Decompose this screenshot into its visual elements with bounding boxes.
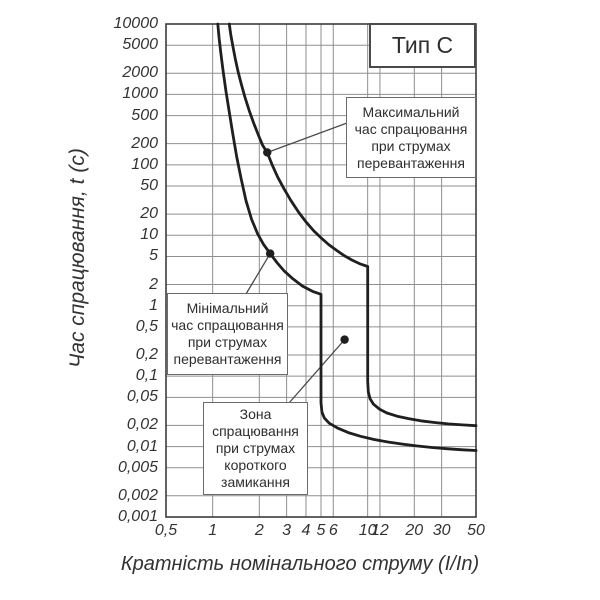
y-tick-label: 1000 — [122, 85, 158, 103]
short-circuit-zone-note: Зона спрацювання при струмах короткого замик… — [203, 402, 308, 495]
note-line: короткого — [224, 457, 287, 473]
min-trip-curve — [216, 22, 478, 452]
y-tick-label: 100 — [131, 155, 158, 173]
x-tick-label: 6 — [328, 522, 338, 539]
y-tick-label: 1 — [149, 296, 158, 314]
note-line: при струмах — [187, 334, 268, 350]
y-tick-label: 0,01 — [126, 437, 158, 455]
x-tick-label: 12 — [371, 522, 389, 539]
y-tick-label: 0,001 — [117, 508, 158, 525]
note-line: час спрацювання — [354, 120, 468, 137]
note-line: Зона — [239, 406, 272, 422]
note-line: Максимальний — [362, 103, 460, 120]
y-tick-label: 0,5 — [135, 317, 158, 335]
note-line: Мінімальний — [186, 300, 269, 316]
note-line: при струмах — [215, 440, 296, 456]
note-line: замикання — [221, 474, 290, 490]
type-c-label-box: Тип С — [369, 23, 476, 68]
note-line: час спрацювання — [171, 317, 284, 333]
min-trip-time-note: Мінімальний час спрацювання при струмах пер… — [167, 293, 288, 375]
min-note-callout-line — [245, 253, 271, 295]
max-note-callout-line — [267, 122, 348, 154]
max-trip-time-note: Максимальний час спрацювання при струмах пе… — [346, 97, 476, 178]
type-c-label: Тип С — [391, 32, 454, 58]
x-tick-label: 3 — [282, 522, 292, 539]
x-tick-label: 1 — [208, 522, 218, 539]
y-tick-label: 2 — [149, 275, 158, 293]
x-tick-label: 30 — [432, 522, 451, 539]
x-tick-label: 10 — [358, 522, 377, 539]
y-tick-label: 0,02 — [126, 416, 158, 434]
zone-note-callout-line — [288, 339, 346, 404]
y-tick-label: 0,05 — [126, 388, 158, 406]
x-tick-label: 2 — [254, 522, 264, 539]
y-tick-label: 200 — [131, 134, 158, 152]
x-tick-label: 4 — [301, 522, 311, 539]
note-line: при струмах — [371, 137, 451, 154]
y-tick-label: 20 — [140, 205, 158, 223]
zone-note-callout-dot — [340, 335, 349, 344]
y-tick-label: 0,1 — [135, 367, 158, 385]
y-tick-label: 5 — [149, 247, 158, 265]
x-tick-label: 0,5 — [154, 522, 178, 539]
x-tick-label: 20 — [405, 522, 424, 539]
max-note-callout-dot — [263, 148, 272, 157]
note-line: перевантаження — [173, 351, 282, 367]
y-tick-label: 0,002 — [117, 486, 158, 504]
plot-frame — [165, 23, 477, 518]
y-tick-label: 10000 — [113, 15, 159, 32]
note-line: перевантаження — [357, 154, 465, 171]
x-tick-label: 50 — [467, 522, 485, 539]
x-tick-label: 5 — [316, 522, 326, 539]
x-axis-title: Кратність номінального струму (I/In) — [120, 553, 480, 575]
y-tick-label: 10 — [140, 226, 158, 244]
y-tick-label: 0,005 — [117, 458, 158, 476]
y-tick-label: 50 — [140, 177, 158, 195]
y-tick-label: 0,2 — [135, 345, 158, 363]
min-note-callout-dot — [265, 249, 275, 258]
y-tick-label: 2000 — [122, 64, 158, 82]
max-trip-curve — [227, 22, 478, 428]
y-tick-label: 500 — [131, 106, 158, 124]
y-axis-title: Час спрацювання, t (с) — [66, 148, 89, 368]
note-line: спрацювання — [212, 423, 299, 439]
y-tick-label: 5000 — [122, 36, 158, 54]
